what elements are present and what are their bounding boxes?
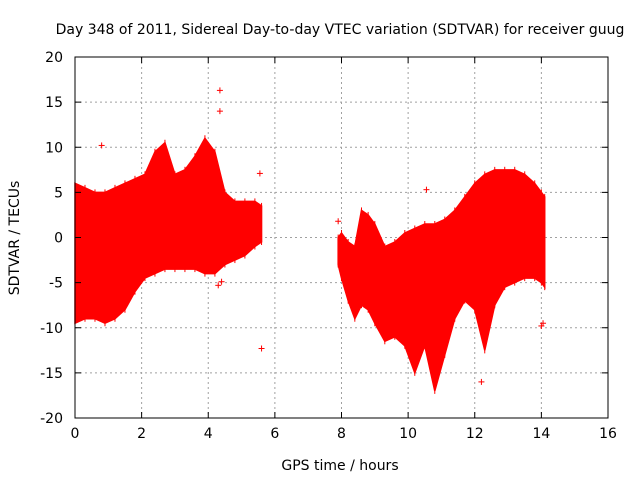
x-tick-label: 2: [137, 426, 146, 442]
data-band-series-1: [74, 136, 263, 325]
x-tick-label: 12: [466, 426, 484, 442]
y-axis-label: SDTVAR / TECUs: [7, 181, 23, 296]
outlier-point: [335, 218, 342, 225]
outlier-markers: [98, 87, 547, 385]
x-tick-label: 6: [270, 426, 279, 442]
y-tick-label: -10: [40, 321, 63, 337]
data-band-series-2: [337, 169, 546, 392]
y-tick-label: 5: [54, 185, 63, 201]
y-tick-label: 0: [54, 231, 63, 247]
y-tick-label: 15: [45, 95, 63, 111]
outlier-point: [256, 170, 263, 177]
outlier-point: [423, 186, 430, 193]
outlier-point: [98, 142, 105, 149]
x-tick-label: 8: [337, 426, 346, 442]
outlier-point: [258, 345, 265, 352]
outlier-point: [536, 227, 543, 234]
x-tick-label: 4: [204, 426, 213, 442]
y-tick-label: -5: [49, 276, 63, 292]
outlier-point: [538, 322, 545, 329]
x-axis-label: GPS time / hours: [281, 458, 398, 474]
x-tick-label: 10: [399, 426, 417, 442]
data-layer: [74, 135, 546, 394]
outlier-point: [216, 87, 223, 94]
x-tick-label: 0: [71, 426, 80, 442]
x-tick-label: 16: [599, 426, 617, 442]
x-axis-ticks: 0 2 4 6 8 10 12 14 16: [71, 57, 617, 442]
y-axis-ticks: -20 -15 -10 -5 0 5 10 15 20: [40, 50, 608, 427]
y-tick-label: -20: [40, 411, 63, 427]
outlier-point: [478, 378, 485, 385]
chart-title: Day 348 of 2011, Sidereal Day-to-day VTE…: [56, 22, 625, 38]
outlier-point: [215, 282, 222, 289]
x-tick-label: 14: [532, 426, 550, 442]
y-tick-label: -15: [40, 366, 63, 382]
y-tick-label: 10: [45, 140, 63, 156]
outlier-point: [216, 108, 223, 115]
y-tick-label: 20: [45, 50, 63, 66]
outlier-point: [218, 278, 225, 285]
